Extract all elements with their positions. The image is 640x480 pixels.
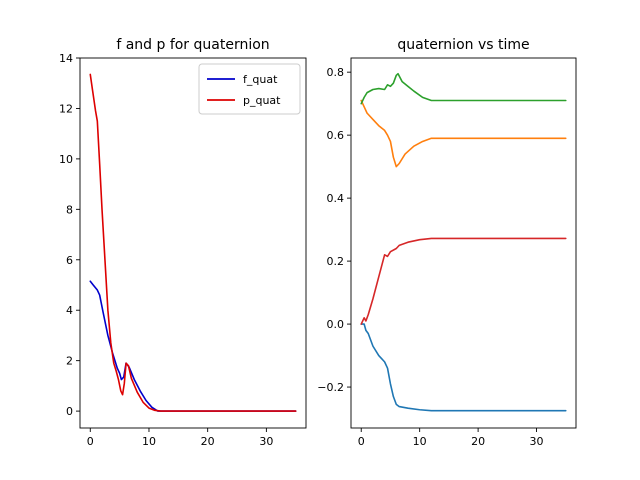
chart-quaternion-vs-time: quaternion vs time 0 10 20 30 −0.2 0.0 0.2 0.4 0.… bbox=[317, 37, 577, 448]
legend-label: f_quat bbox=[243, 73, 278, 86]
y-tick-label: 0.4 bbox=[327, 192, 345, 205]
series-group bbox=[360, 72, 567, 412]
legend: f_quat p_quat bbox=[198, 63, 301, 115]
series-line-2 bbox=[360, 99, 567, 168]
x-tick-label: 30 bbox=[259, 435, 273, 448]
y-tick-label: 4 bbox=[66, 304, 73, 317]
y-tick-label: −0.2 bbox=[317, 381, 344, 394]
x-tick-label: 10 bbox=[142, 435, 156, 448]
y-tick-label: 0.6 bbox=[327, 129, 345, 142]
y-tick-label: 0.0 bbox=[327, 318, 345, 331]
series-group bbox=[89, 73, 297, 412]
y-tick-label: 2 bbox=[66, 355, 73, 368]
y-tick-label: 12 bbox=[59, 102, 73, 115]
chart-f-and-p: f and p for quaternion 0 10 20 30 0 2 4 6 8 10 12 14… bbox=[59, 37, 307, 448]
axes-frame bbox=[79, 57, 307, 429]
series-line-4 bbox=[360, 237, 567, 325]
y-tick-label: 6 bbox=[66, 254, 73, 267]
x-tick-label: 0 bbox=[87, 435, 94, 448]
y-tick-label: 0.8 bbox=[327, 66, 345, 79]
chart-title: quaternion vs time bbox=[397, 37, 529, 53]
legend-label: p_quat bbox=[243, 94, 281, 107]
legend-box bbox=[198, 63, 301, 115]
x-tick-label: 10 bbox=[413, 435, 427, 448]
series-line-p_quat bbox=[89, 73, 297, 412]
x-tick-label: 0 bbox=[358, 435, 365, 448]
x-tick-label: 20 bbox=[201, 435, 215, 448]
y-tick-label: 14 bbox=[59, 52, 73, 65]
axes-frame bbox=[350, 57, 577, 429]
chart-title: f and p for quaternion bbox=[116, 37, 269, 53]
x-tick-label: 20 bbox=[471, 435, 485, 448]
series-line-3 bbox=[360, 72, 567, 105]
series-line-1 bbox=[360, 323, 567, 412]
y-tick-label: 0.2 bbox=[327, 255, 345, 268]
y-tick-label: 8 bbox=[66, 203, 73, 216]
y-tick-label: 0 bbox=[66, 405, 73, 418]
y-tick-label: 10 bbox=[59, 153, 73, 166]
x-tick-label: 30 bbox=[530, 435, 544, 448]
